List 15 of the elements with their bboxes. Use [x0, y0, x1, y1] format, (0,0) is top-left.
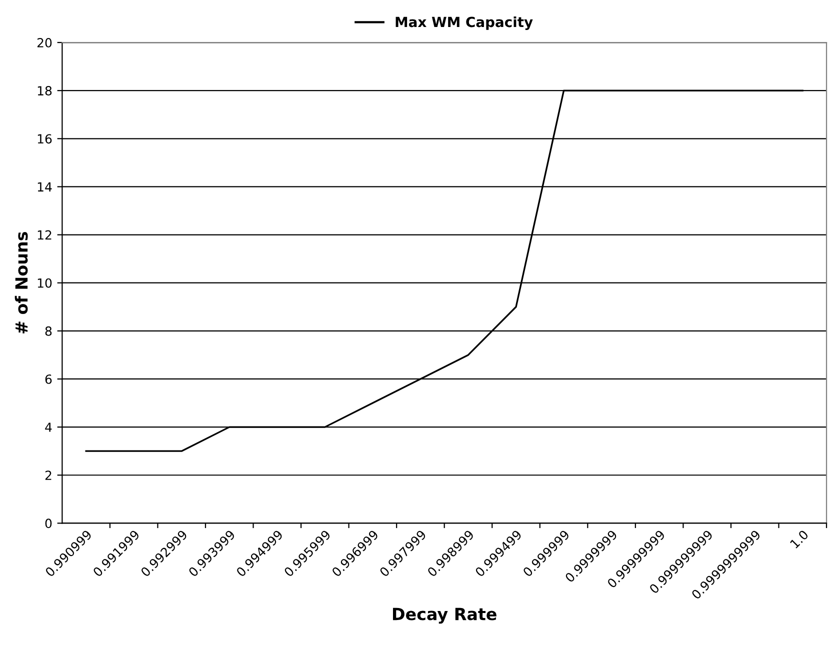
y-tick-label: 18: [38, 86, 52, 96]
y-tick-label: 6: [45, 374, 52, 384]
y-tick-label: 16: [38, 134, 52, 144]
y-tick-label: 12: [38, 230, 52, 240]
y-tick-label: 20: [37, 38, 52, 48]
y-tick-label: 2: [45, 470, 52, 480]
y-tick-label: 10: [38, 278, 52, 288]
y-tick-label: 14: [38, 182, 52, 192]
y-tick-label: 8: [45, 326, 52, 336]
legend-label: Max WM Capacity: [396, 16, 533, 30]
x-axis-title: Decay Rate: [392, 608, 496, 624]
x-tick-label: 1.0: [790, 530, 809, 549]
y-tick-label: 0: [45, 518, 52, 528]
y-tick-label: 4: [45, 422, 52, 432]
y-axis-title: # of Nouns: [14, 232, 28, 334]
